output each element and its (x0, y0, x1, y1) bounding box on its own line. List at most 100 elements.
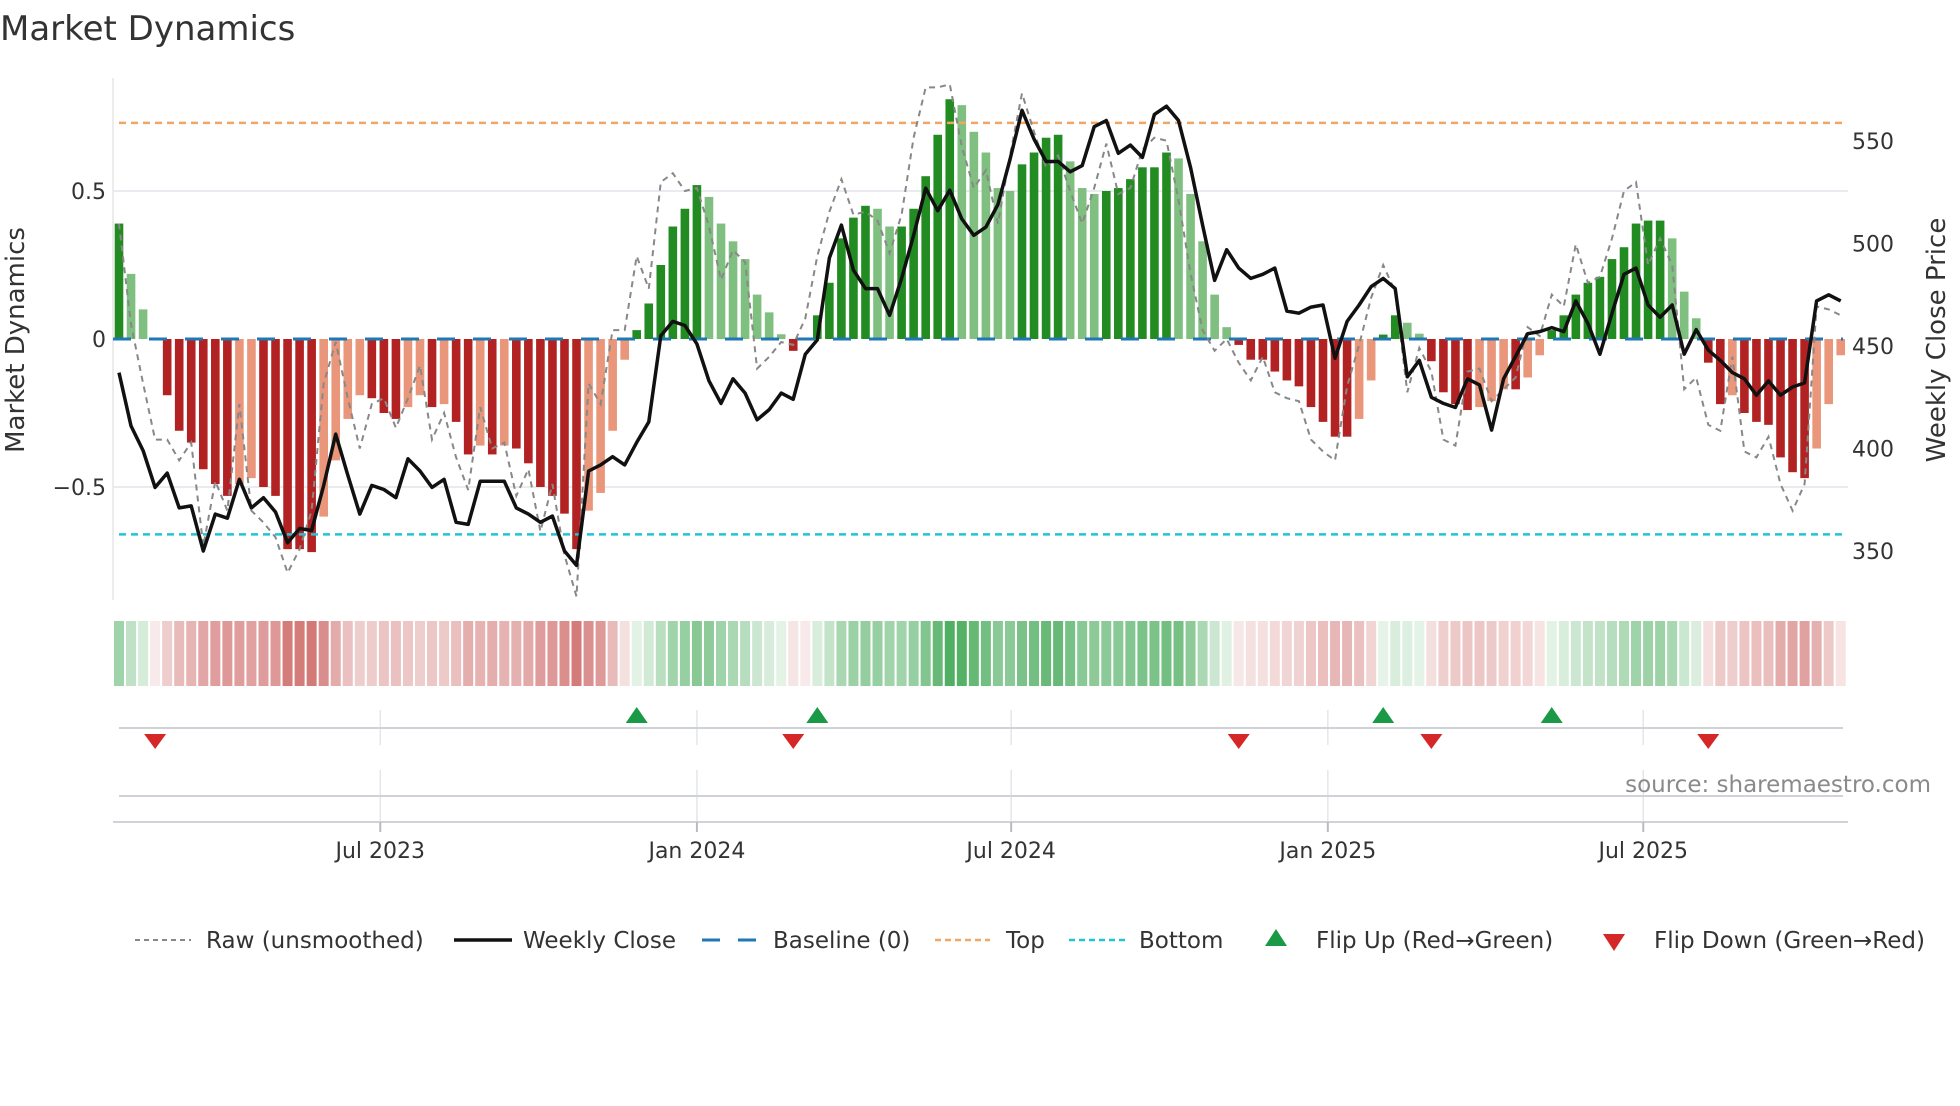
heat-cell (1113, 621, 1124, 686)
heat-cell (1378, 621, 1389, 686)
bar-negative (162, 339, 172, 396)
heat-cell (378, 621, 389, 686)
bar-positive (1655, 220, 1665, 339)
heat-cell (1799, 621, 1810, 686)
bar-negative (1800, 339, 1809, 479)
heat-cell (1125, 621, 1136, 686)
heat-cell (703, 621, 714, 686)
x-tick-label: Jul 2025 (1596, 839, 1688, 864)
heat-cell (1269, 621, 1280, 686)
bar-negative (1463, 339, 1472, 411)
heat-cell (487, 621, 498, 686)
heat-cell (282, 621, 293, 686)
bar-positive (825, 282, 834, 339)
heat-cell (752, 621, 763, 686)
heat-cell (1486, 621, 1497, 686)
bar-negative (1499, 339, 1508, 390)
heat-cell (1293, 621, 1304, 686)
x-tick-label: Jan 2025 (1277, 839, 1376, 864)
chart-title: Market Dynamics (0, 9, 295, 49)
bar-positive (1643, 220, 1653, 339)
bar-negative (331, 339, 341, 461)
heat-cell (1004, 621, 1015, 686)
heat-cell (114, 621, 124, 686)
flip-up-triangle-icon (1265, 929, 1287, 946)
heat-cell (270, 621, 281, 686)
bar-positive (873, 208, 882, 339)
bar-negative (174, 339, 184, 431)
heat-cell (619, 621, 630, 686)
heat-cell (1089, 621, 1100, 686)
bar-positive (1077, 188, 1087, 339)
heat-cell (1811, 621, 1822, 686)
flip-down-triangle-icon (1603, 934, 1625, 951)
heat-cell (1305, 621, 1316, 686)
bar-positive (909, 208, 918, 339)
bar-negative (1752, 339, 1761, 422)
bar-negative (536, 339, 545, 487)
legend-bottom-label: Bottom (1139, 928, 1223, 954)
y2-tick-label: 500 (1852, 233, 1894, 258)
bar-positive (1017, 164, 1027, 339)
bar-negative (1330, 339, 1340, 437)
bar-positive (1053, 134, 1063, 339)
flip-up-marker (1540, 707, 1563, 723)
bar-positive (849, 217, 858, 339)
legend-close-label: Weekly Close (523, 928, 676, 954)
heat-cell (944, 621, 955, 686)
heat-cell (475, 621, 486, 686)
bar-negative (211, 339, 220, 485)
left-axis-title: Market Dynamics (1, 227, 31, 453)
heat-cell (1739, 621, 1750, 686)
heat-cell (1703, 621, 1714, 686)
heat-cell (1450, 621, 1461, 686)
legend: Raw (unsmoothed) Weekly Close Baseline (… (135, 928, 1925, 954)
bar-positive (1607, 259, 1617, 339)
heat-cell (1631, 621, 1642, 686)
bar-negative (235, 339, 244, 485)
bar-positive (885, 226, 894, 339)
heat-cell (1558, 621, 1569, 686)
bar-negative (1812, 339, 1821, 449)
heat-cell (547, 621, 558, 686)
bar-negative (403, 339, 413, 408)
raw-line (118, 83, 1842, 597)
heat-cell (1474, 621, 1485, 686)
heat-cell (1823, 621, 1834, 686)
flip-down-marker (1697, 734, 1720, 749)
bar-positive (776, 334, 786, 339)
heat-cell (258, 621, 269, 686)
legend-baseline-label: Baseline (0) (773, 928, 910, 954)
bar-positive (644, 303, 654, 339)
bar-negative (512, 339, 521, 449)
heat-cell (1606, 621, 1617, 686)
heat-cell (1655, 621, 1666, 686)
heat-cell (595, 621, 606, 686)
flip-up-marker (806, 707, 829, 723)
heat-cell (1462, 621, 1473, 686)
right-axis-title: Weekly Close Price (1922, 218, 1952, 463)
bar-positive (921, 176, 930, 339)
bar-negative (1427, 339, 1436, 362)
heat-cell (1727, 621, 1738, 686)
heat-cell (1281, 621, 1292, 686)
bar-negative (259, 339, 268, 487)
heat-cell (1366, 621, 1377, 686)
heat-cell (354, 621, 365, 686)
heat-cell (463, 621, 474, 686)
y2-tick-label: 350 (1852, 540, 1894, 565)
heat-cell (788, 621, 799, 686)
heat-cell (679, 621, 690, 686)
heat-cell (1342, 621, 1353, 686)
bar-positive (993, 188, 1003, 339)
x-tick-label: Jul 2023 (334, 839, 426, 864)
bar-positive (704, 196, 714, 339)
heat-cell (1149, 621, 1160, 686)
bar-negative (1728, 339, 1737, 396)
bar-positive (1150, 167, 1159, 339)
heat-cell (956, 621, 967, 686)
bar-negative (608, 339, 617, 431)
bar-positive (981, 152, 991, 339)
bar-negative (439, 339, 449, 405)
